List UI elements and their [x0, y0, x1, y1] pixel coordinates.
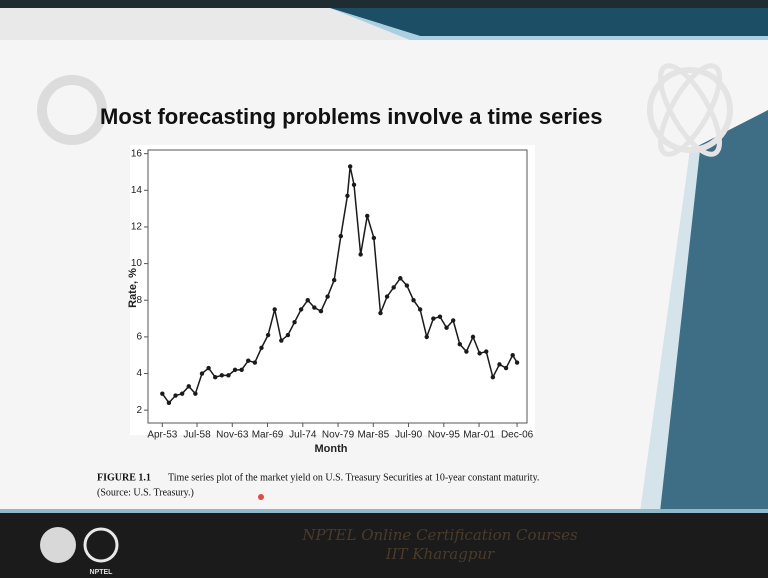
data-point [319, 309, 323, 313]
chart: Most forecasting problems involve a time… [0, 0, 768, 578]
data-point [253, 360, 257, 364]
series-line [162, 166, 517, 402]
data-point [312, 305, 316, 309]
x-tick-label: Mar-85 [357, 430, 389, 441]
data-point [273, 307, 277, 311]
data-point [345, 194, 349, 198]
y-tick-label: 16 [131, 148, 143, 159]
data-point [352, 183, 356, 187]
data-point [378, 311, 382, 315]
data-point [187, 384, 191, 388]
data-point [200, 371, 204, 375]
data-point [160, 391, 164, 395]
y-tick-label: 14 [131, 185, 143, 196]
y-tick-label: 10 [131, 258, 143, 269]
x-tick-label: Dec-06 [501, 430, 534, 441]
data-point [484, 349, 488, 353]
x-tick-label: Nov-79 [322, 430, 355, 441]
caption-source: (Source: U.S. Treasury.) [97, 487, 194, 498]
data-point [193, 391, 197, 395]
data-point [458, 342, 462, 346]
data-point [167, 401, 171, 405]
data-point [246, 359, 250, 363]
data-point [477, 351, 481, 355]
data-point [438, 315, 442, 319]
data-point [464, 349, 468, 353]
data-point [233, 368, 237, 372]
slide-title: Most forecasting problems involve a time… [100, 104, 603, 129]
data-point [286, 333, 290, 337]
data-point [391, 285, 395, 289]
y-tick-label: 6 [136, 332, 142, 343]
slide: Most forecasting problems involve a time… [0, 0, 768, 578]
x-axis-label: Month [315, 443, 348, 455]
x-tick-label: Jul-90 [395, 430, 423, 441]
data-point [451, 318, 455, 322]
y-tick-label: 4 [136, 368, 142, 379]
x-tick-label: Mar-01 [463, 430, 495, 441]
x-tick-label: Nov-63 [216, 430, 249, 441]
data-point [259, 346, 263, 350]
data-point [180, 391, 184, 395]
data-point [292, 320, 296, 324]
data-point [497, 362, 501, 366]
data-point [398, 276, 402, 280]
data-point [504, 366, 508, 370]
x-tick-label: Mar-69 [252, 430, 284, 441]
data-point [299, 307, 303, 311]
data-point [325, 294, 329, 298]
data-point [491, 375, 495, 379]
data-point [173, 393, 177, 397]
data-point [332, 278, 336, 282]
data-point [213, 375, 217, 379]
x-tick-label: Jul-74 [289, 430, 317, 441]
data-point [348, 164, 352, 168]
data-point [206, 366, 210, 370]
data-point [306, 298, 310, 302]
footer-line: NPTEL Online Certification Courses [301, 526, 578, 544]
data-point [226, 373, 230, 377]
data-point [431, 316, 435, 320]
logo-label: NPTEL [90, 569, 114, 576]
footer-line: IIT Kharagpur [385, 545, 495, 563]
data-point [279, 338, 283, 342]
y-tick-label: 12 [131, 222, 143, 233]
data-point [515, 360, 519, 364]
data-point [425, 335, 429, 339]
caption-text: Time series plot of the market yield on … [168, 472, 539, 483]
data-point [220, 373, 224, 377]
data-point [239, 368, 243, 372]
data-point [471, 335, 475, 339]
data-point [266, 333, 270, 337]
data-point [510, 353, 514, 357]
caption-label: FIGURE 1.1 [97, 472, 151, 483]
data-point [339, 234, 343, 238]
data-point [444, 326, 448, 330]
x-tick-label: Apr-53 [147, 430, 177, 441]
data-point [372, 236, 376, 240]
data-point [385, 294, 389, 298]
x-tick-label: Nov-95 [428, 430, 461, 441]
y-tick-label: 2 [136, 405, 142, 416]
data-point [405, 283, 409, 287]
y-tick-label: 8 [136, 295, 142, 306]
plot-frame [148, 150, 527, 423]
data-point [358, 252, 362, 256]
data-point [365, 214, 369, 218]
data-point [411, 298, 415, 302]
data-point [418, 307, 422, 311]
x-tick-label: Jul-58 [183, 430, 211, 441]
